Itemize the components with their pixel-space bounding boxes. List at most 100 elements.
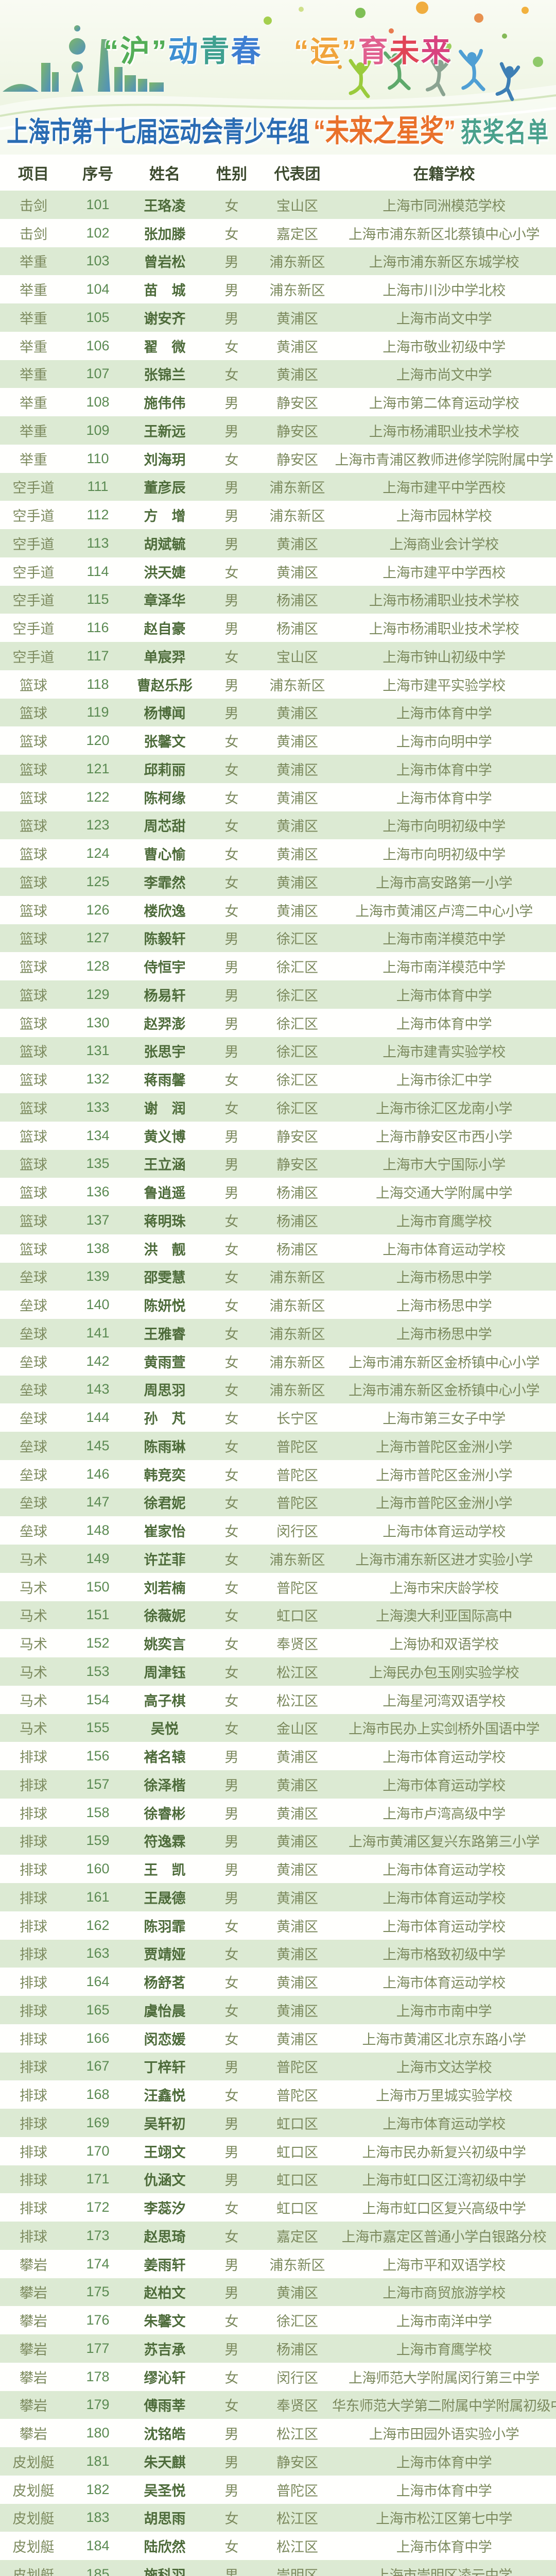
cell-gender: 男 [224,2144,239,2160]
cell-event: 马术 [20,1637,47,1653]
cell-name: 章泽华 [144,593,186,609]
cell-number: 134 [86,1127,110,1143]
cell-school: 上海市体育中学 [396,2454,492,2470]
table-row: 篮球 119 杨博闻 男 黄浦区 上海市体育中学 [0,698,556,727]
cell-name: 王雅睿 [144,1326,186,1342]
cell-number: 161 [86,1889,110,1905]
cell-delegation: 浦东新区 [269,1354,325,1370]
cell-number: 114 [86,563,109,579]
cell-gender: 女 [224,1637,239,1653]
table-row: 篮球 133 谢 润 女 徐汇区 上海市徐汇区龙南小学 [0,1093,556,1122]
cell-number: 110 [86,450,109,466]
cell-school: 上海市格致初级中学 [383,1947,506,1963]
cell-number: 105 [86,309,110,325]
cell-delegation: 徐汇区 [276,960,318,976]
cell-school: 上海市浦东新区北蔡镇中心小学 [349,226,540,242]
cell-gender: 女 [224,1608,239,1624]
cell-delegation: 浦东新区 [269,1298,325,1314]
cell-school: 上海协和双语学校 [389,1637,499,1653]
cell-name: 单宸羿 [144,649,186,665]
cell-event: 空手道 [12,649,55,665]
cell-number: 103 [86,253,110,269]
cell-name: 方 增 [144,509,186,524]
cell-number: 132 [86,1071,110,1087]
cell-number: 138 [86,1240,110,1256]
cell-number: 119 [86,704,109,720]
cell-number: 148 [86,1522,110,1538]
table-row: 篮球 126 楼欣逸 女 黄浦区 上海市黄浦区卢湾二中心小学 [0,895,556,924]
cell-school: 上海民办包玉刚实验学校 [369,1665,519,1681]
cell-delegation: 松江区 [276,2427,318,2443]
cell-school: 上海市市南中学 [396,2003,492,2019]
cell-gender: 男 [224,423,239,439]
cell-number: 111 [87,479,109,495]
cell-delegation: 虹口区 [276,1608,318,1624]
cell-number: 124 [86,845,110,861]
cell-name: 施科羽 [144,2567,186,2576]
cell-event: 举重 [20,311,47,327]
cell-school: 上海市向明初级中学 [383,819,506,835]
table-row: 篮球 132 蒋雨馨 女 徐汇区 上海市徐汇中学 [0,1065,556,1093]
cell-event: 举重 [20,283,47,299]
cell-event: 篮球 [20,734,47,750]
table-row: 垒球 141 王雅睿 女 浦东新区 上海市杨思中学 [0,1319,556,1347]
table-row: 举重 106 翟 微 女 黄浦区 上海市敬业初级中学 [0,331,556,360]
cell-gender: 男 [224,988,239,1004]
cell-gender: 男 [224,2427,239,2443]
table-row: 攀岩 177 苏吉承 男 杨浦区 上海市育鹰学校 [0,2334,556,2363]
cell-delegation: 静安区 [276,2454,318,2470]
cell-name: 陈柯缘 [144,790,186,806]
cell-event: 排球 [20,2031,47,2047]
cell-event: 篮球 [20,931,47,947]
cell-event: 空手道 [12,480,55,496]
cell-school: 上海市浦东新区金桥镇中心小学 [349,1383,540,1399]
table-row: 排球 157 徐泽楷 男 黄浦区 上海市体育运动学校 [0,1770,556,1799]
cell-name: 高子棋 [144,1693,186,1709]
cell-name: 陆欣然 [144,2539,186,2555]
cell-event: 攀岩 [20,2257,47,2273]
cell-number: 175 [86,2284,110,2300]
table-row: 排球 163 贾靖娅 女 黄浦区 上海市格致初级中学 [0,1939,556,1968]
cell-school: 上海市体育中学 [396,762,492,778]
cell-number: 140 [86,1297,110,1313]
cell-gender: 男 [224,311,239,327]
table-row: 排球 160 王 凯 男 黄浦区 上海市体育运动学校 [0,1855,556,1883]
cell-event: 排球 [20,1862,47,1878]
cell-delegation: 浦东新区 [269,677,325,693]
cell-delegation: 浦东新区 [269,283,325,299]
cell-delegation: 浦东新区 [269,1270,325,1286]
cell-gender: 女 [224,2539,239,2555]
cell-name: 邱莉丽 [144,762,186,778]
cell-school: 上海市建青实验学校 [383,1044,506,1060]
cell-school: 上海市卢湾高级中学 [383,1806,506,1822]
banner: “沪”动青春 “运”育未来 上海市第十七届运动会青少年组 “未来之星奖” 获奖名单 [0,0,556,155]
cell-school: 上海市虹口区江湾初级中学 [362,2173,527,2189]
table-row: 垒球 139 邵雯慧 女 浦东新区 上海市杨思中学 [0,1262,556,1291]
table-row: 皮划艇 181 朱天麒 男 静安区 上海市体育中学 [0,2447,556,2476]
cell-delegation: 浦东新区 [269,509,325,524]
page-title-suffix: 获奖名单 [461,117,549,148]
table-row: 举重 105 谢安齐 男 黄浦区 上海市尚文中学 [0,303,556,332]
cell-event: 皮划艇 [12,2539,55,2555]
cell-delegation: 松江区 [276,1693,318,1709]
cell-name: 杨舒茗 [144,1975,186,1991]
cell-name: 王新远 [144,423,186,439]
cell-event: 篮球 [20,1185,47,1201]
cell-number: 141 [86,1325,110,1341]
cell-event: 举重 [20,452,47,468]
cell-school: 华东师范大学第二附属中学附属初级中学 [332,2398,556,2414]
cell-name: 傅雨莘 [144,2398,186,2414]
cell-event: 篮球 [20,1242,47,1258]
jumping-people-icon [349,49,520,101]
cell-delegation: 浦东新区 [269,255,325,270]
cell-event: 马术 [20,1693,47,1709]
cell-gender: 男 [224,1834,239,1850]
cell-school: 上海市徐汇中学 [396,1073,492,1089]
cell-delegation: 松江区 [276,1665,318,1681]
cell-delegation: 嘉定区 [276,226,318,242]
cell-name: 蒋明珠 [144,1213,186,1229]
cell-name: 蒋雨馨 [144,1073,186,1089]
cell-delegation: 黄浦区 [276,1806,318,1822]
cell-number: 112 [86,507,109,523]
cell-delegation: 黄浦区 [276,762,318,778]
